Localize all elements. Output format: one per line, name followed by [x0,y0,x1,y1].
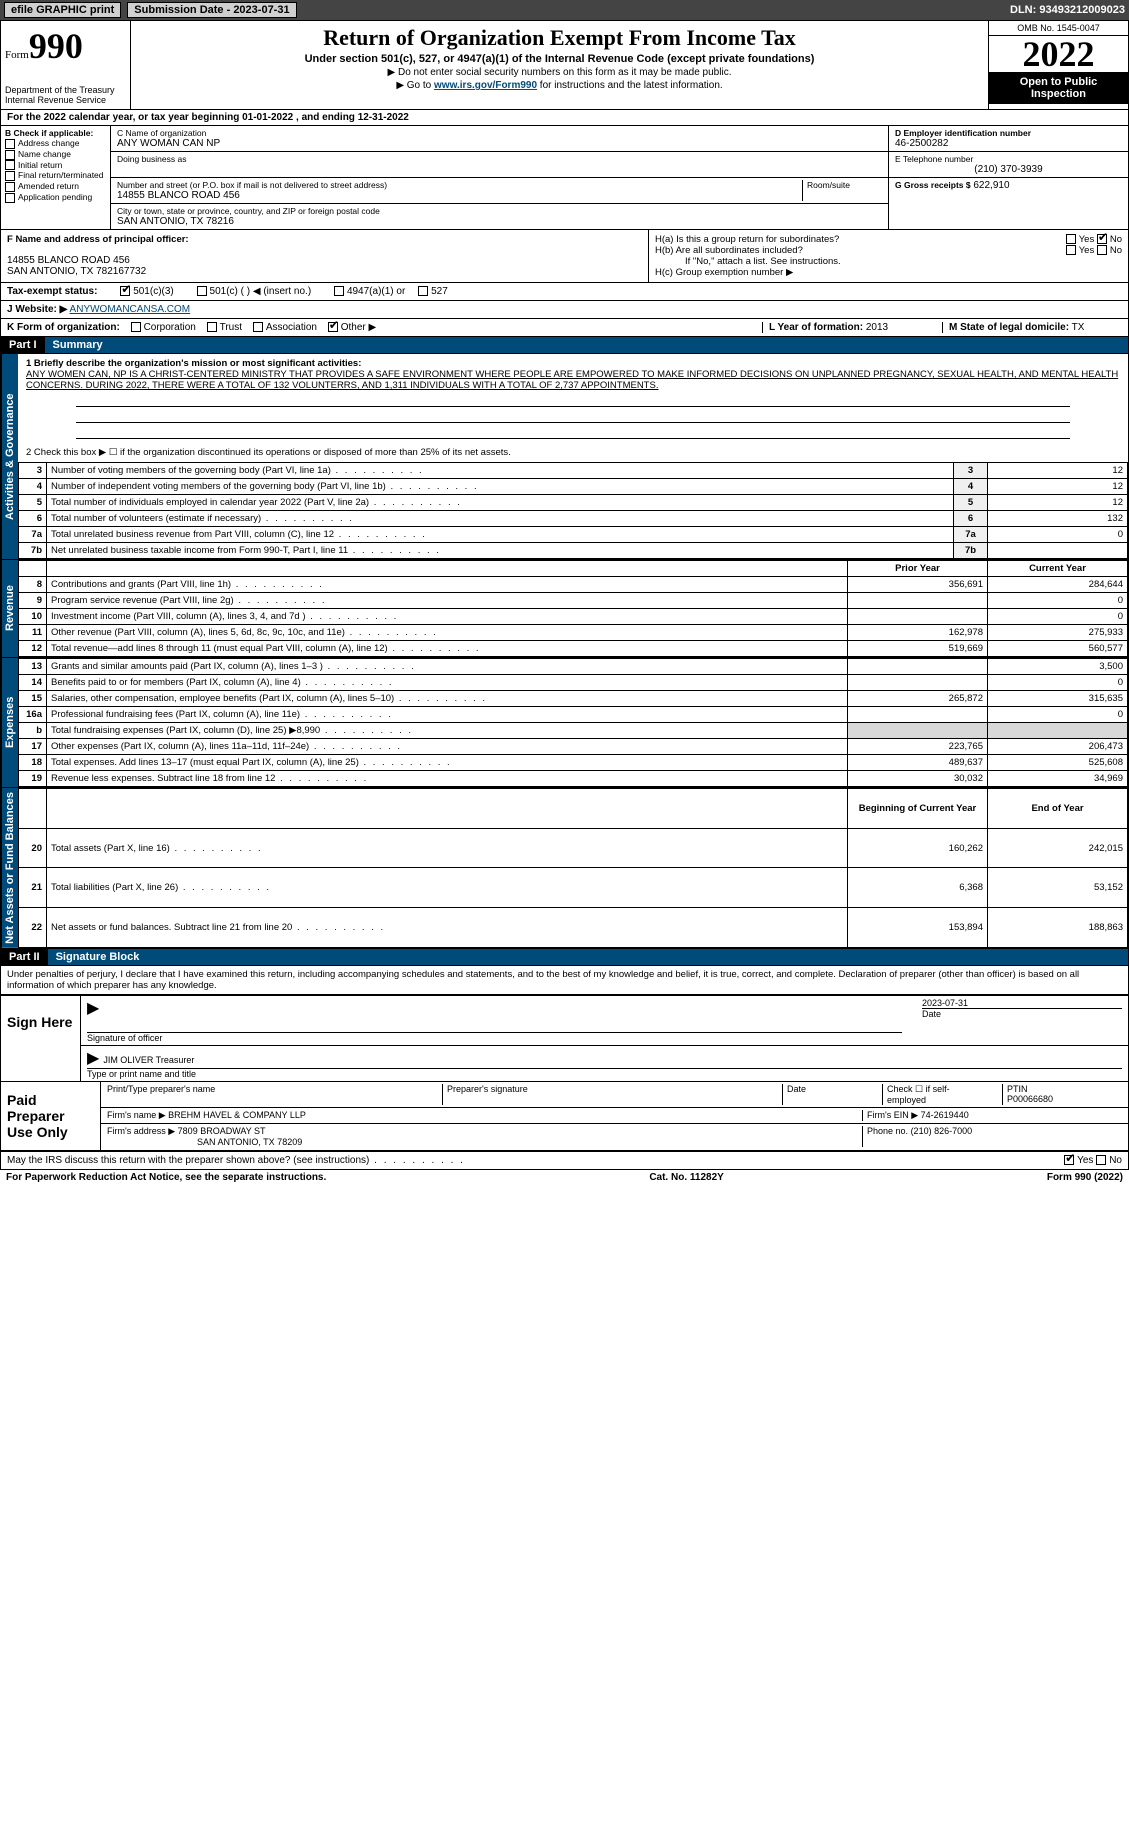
box-c: C Name of organization ANY WOMAN CAN NP … [111,126,888,229]
gross-receipts: 622,910 [973,180,1009,191]
ag-table: 3Number of voting members of the governi… [18,462,1128,559]
form-number: 990 [29,26,83,66]
ein: 46-2500282 [895,138,1122,149]
officer-addr1: 14855 BLANCO ROAD 456 [7,255,642,266]
chk-application[interactable]: Application pending [5,192,106,203]
chk-amended[interactable]: Amended return [5,181,106,192]
part2-tag: Part II [1,949,48,965]
officer-name: JIM OLIVER Treasurer [103,1055,194,1065]
officer-group-row: F Name and address of principal officer:… [0,230,1129,283]
org-city: SAN ANTONIO, TX 78216 [117,216,882,227]
revenue-section: Revenue Prior YearCurrent Year 8Contribu… [0,560,1129,658]
top-bar: efile GRAPHIC print Submission Date - 20… [0,0,1129,20]
form-note-ssn: ▶ Do not enter social security numbers o… [139,67,980,78]
ptin: P00066680 [1007,1094,1122,1104]
chk-name[interactable]: Name change [5,149,106,160]
firm-ein: 74-2619440 [921,1110,969,1120]
entity-info: B Check if applicable: Address change Na… [0,126,1129,230]
nab-table: Beginning of Current YearEnd of Year 20T… [18,788,1128,948]
submission-date: Submission Date - 2023-07-31 [127,2,296,18]
website-link[interactable]: ANYWOMANCANSA.COM [70,304,191,315]
org-name: ANY WOMAN CAN NP [117,138,882,149]
discuss-row: May the IRS discuss this return with the… [0,1152,1129,1170]
chk-initial[interactable]: Initial return [5,160,106,171]
open-to-public: Open to Public Inspection [989,72,1128,104]
activities-governance: Activities & Governance 1 Briefly descri… [0,354,1129,560]
box-b: B Check if applicable: Address change Na… [1,126,111,229]
k-l-m-row: K Form of organization: Corporation Trus… [0,319,1129,337]
firm-phone: (210) 826-7000 [911,1126,973,1136]
sign-date: 2023-07-31 [922,998,1122,1008]
box-d-e-g: D Employer identification number 46-2500… [888,126,1128,229]
sign-here-label: Sign Here [1,996,81,1081]
irs-link[interactable]: www.irs.gov/Form990 [434,80,537,91]
website-row: J Website: ▶ ANYWOMANCANSA.COM [0,301,1129,319]
mission-text: ANY WOMEN CAN, NP IS A CHRIST-CENTERED M… [26,369,1120,391]
efile-badge: efile GRAPHIC print [4,2,121,18]
form-subtitle: Under section 501(c), 527, or 4947(a)(1)… [139,53,980,65]
net-assets-section: Net Assets or Fund Balances Beginning of… [0,788,1129,949]
paid-preparer-label: Paid Preparer Use Only [1,1082,101,1150]
firm-addr1: 7809 BROADWAY ST [178,1126,266,1136]
firm-name: BREHM HAVEL & COMPANY LLP [168,1110,306,1120]
dept-label: Department of the Treasury Internal Reve… [5,85,126,105]
phone: (210) 370-3939 [895,164,1122,175]
officer-addr2: SAN ANTONIO, TX 782167732 [7,266,642,277]
org-address: 14855 BLANCO ROAD 456 [117,190,802,201]
dln: DLN: 93493212009023 [1010,4,1125,16]
form-header: Form990 Department of the Treasury Inter… [0,20,1129,110]
form-note-link: ▶ Go to www.irs.gov/Form990 for instruct… [139,80,980,91]
part1-title: Summary [45,337,1128,353]
page-footer: For Paperwork Reduction Act Notice, see … [0,1170,1129,1185]
vtab-nab: Net Assets or Fund Balances [1,788,18,948]
part1-tag: Part I [1,337,45,353]
vtab-exp: Expenses [1,658,18,787]
vtab-ag: Activities & Governance [1,354,18,559]
form-title: Return of Organization Exempt From Incom… [139,25,980,51]
chk-address[interactable]: Address change [5,138,106,149]
vtab-rev: Revenue [1,560,18,657]
tax-year: 2022 [989,36,1128,72]
rev-table: Prior YearCurrent Year 8Contributions an… [18,560,1128,657]
penalties-text: Under penalties of perjury, I declare th… [0,966,1129,995]
tax-exempt-row: Tax-exempt status: 501(c)(3) 501(c) ( ) … [0,283,1129,301]
expenses-section: Expenses 13Grants and similar amounts pa… [0,658,1129,788]
calendar-year-row: For the 2022 calendar year, or tax year … [0,110,1129,126]
part2-title: Signature Block [48,949,1128,965]
exp-table: 13Grants and similar amounts paid (Part … [18,658,1128,787]
form-word: Form [5,49,29,61]
chk-final[interactable]: Final return/terminated [5,170,106,181]
sign-here-block: Sign Here ▶Signature of officer 2023-07-… [0,995,1129,1152]
